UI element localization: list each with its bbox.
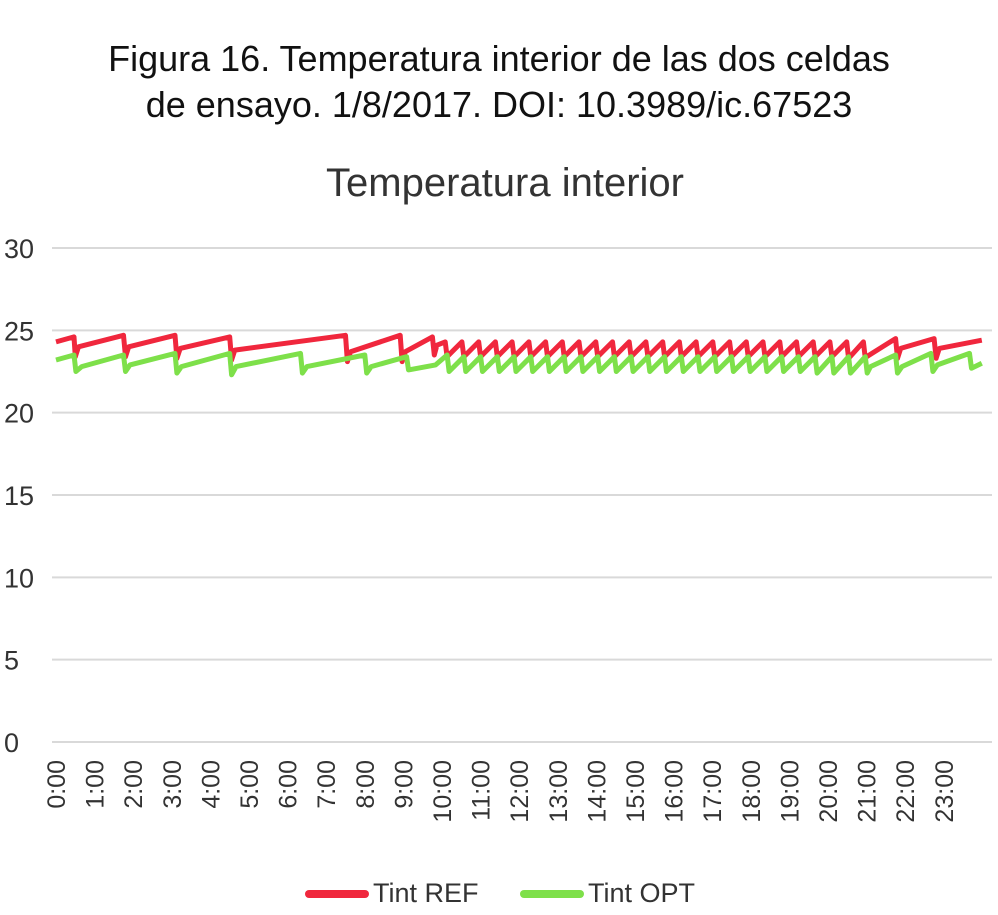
legend-swatch [305,889,369,898]
x-tick-label: 14:00 [583,760,611,823]
series-lines [55,332,983,378]
y-tick-label: 20 [4,399,34,429]
y-tick-label: 30 [4,234,34,264]
x-tick-label: 10:00 [429,760,457,823]
y-tick-label: 10 [4,563,34,593]
legend-item-tint-ref: Tint REF [305,878,479,909]
legend-item-tint-opt: Tint OPT [520,878,695,909]
figure-caption-line-2: de ensayo. 1/8/2017. DOI: 10.3989/ic.675… [145,84,853,125]
x-tick-label: 17:00 [699,760,727,823]
y-tick-label: 0 [4,728,19,758]
x-tick-label: 18:00 [738,760,766,823]
figure-caption: Figura 16. Temperatura interior de las d… [0,36,998,128]
y-tick-label: 5 [4,646,19,676]
y-tick-label: 25 [4,316,34,346]
x-tick-label: 19:00 [776,760,804,823]
x-tick-label: 4:00 [197,760,225,809]
figure-caption-line-1: Figura 16. Temperatura interior de las d… [108,38,890,79]
x-tick-label: 13:00 [545,760,573,823]
x-tick-label: 5:00 [236,760,264,809]
legend-label: Tint REF [373,878,479,908]
x-tick-label: 21:00 [854,760,882,823]
series-line-tint-opt [55,350,983,378]
series-line-tint-ref [55,332,983,365]
x-tick-label: 2:00 [120,760,148,809]
x-tick-label: 3:00 [159,760,187,809]
x-tick-label: 15:00 [622,760,650,823]
x-tick-label: 20:00 [815,760,843,823]
x-tick-label: 16:00 [661,760,689,823]
x-tick-label: 0:00 [43,760,71,809]
y-axis-tick-labels: 0 5 10 15 20 25 30 [4,234,34,758]
x-tick-label: 22:00 [892,760,920,823]
x-tick-label: 9:00 [390,760,418,809]
x-tick-label: 8:00 [352,760,380,809]
x-tick-label: 23:00 [931,760,959,823]
x-tick-label: 6:00 [275,760,303,809]
x-axis-tick-labels: 0:00 1:00 2:00 3:00 4:00 5:00 6:00 7:00 8:00 9:00… [43,760,959,823]
legend-label: Tint OPT [588,878,696,908]
x-tick-label: 7:00 [313,760,341,809]
y-tick-label: 15 [4,481,34,511]
legend-swatch [520,889,584,898]
x-tick-label: 1:00 [82,760,110,809]
chart-legend: Tint REF Tint OPT [0,878,998,908]
x-tick-label: 11:00 [468,760,496,821]
x-tick-label: 12:00 [506,760,534,823]
chart-title: Temperatura interior [326,161,684,205]
grid-lines [52,247,992,743]
